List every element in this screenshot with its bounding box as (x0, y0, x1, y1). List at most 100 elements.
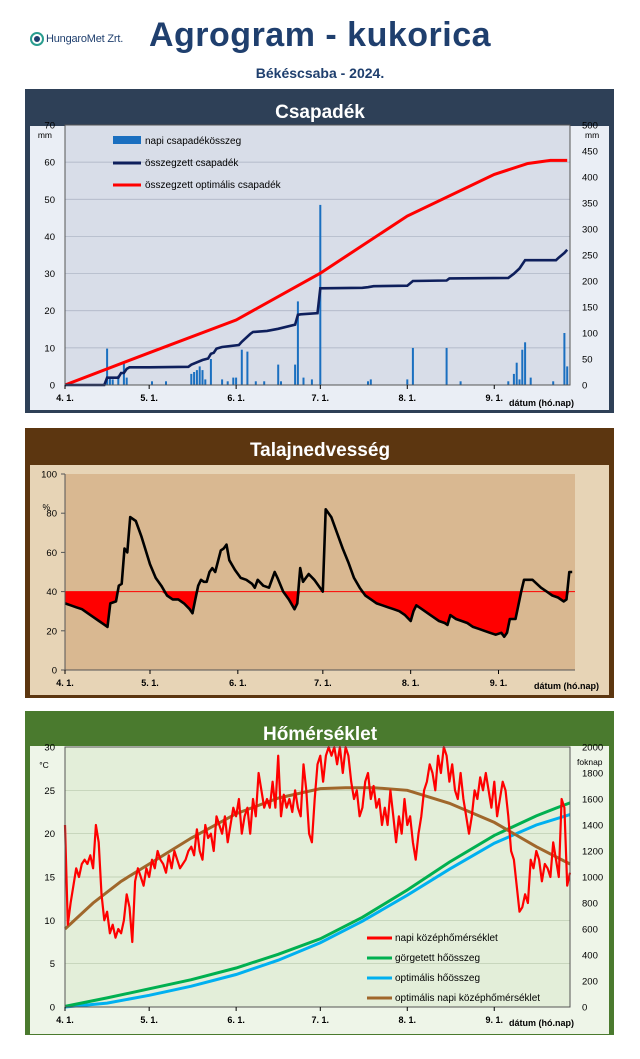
precip-daily-bar (310, 379, 313, 385)
precip-daily-bar (406, 379, 409, 385)
soil-title: Talajnedvesség (250, 440, 390, 461)
temp-ytick-right: 1600 (582, 795, 603, 806)
temp-ytick-right: 1200 (582, 847, 603, 858)
temp-xtick-label: 4. 1. (56, 1015, 74, 1025)
precip-daily-bar (367, 381, 369, 385)
logo-text: HungaroMet Zrt. (46, 33, 124, 45)
precip-plot-border (64, 124, 571, 386)
soil-ytick: 40 (46, 587, 57, 598)
temp-ytick-right: 1400 (582, 821, 603, 832)
precip-xtick-label: 6. 1. (227, 393, 245, 403)
precip-daily-bar (111, 379, 114, 385)
precip-daily-bar (302, 377, 305, 385)
soil-deficit-area (65, 591, 573, 637)
precip-daily-bar (263, 381, 266, 385)
precip-daily-bar (529, 377, 532, 385)
precip-daily-bar (296, 301, 299, 385)
legend-label-optimal-precip: összegzett optimális csapadék (145, 180, 282, 191)
temp-ytick-left: 15 (44, 873, 55, 884)
temp-ytick-right: 600 (582, 925, 598, 936)
precip-xtick-label: 4. 1. (56, 393, 74, 403)
soil-unit: % (42, 502, 50, 512)
precip-ytick-left: 30 (44, 269, 55, 280)
precip-daily-bar (165, 381, 167, 385)
precip-daily-bar (518, 379, 521, 385)
precip-daily-bar (445, 347, 448, 385)
temp-xtick-label: 6. 1. (227, 1015, 245, 1025)
precip-daily-bar (254, 381, 257, 385)
precip-daily-bar (246, 351, 249, 385)
precip-daily-bar (369, 379, 372, 385)
soil-ytick: 20 (46, 626, 57, 637)
temperature-chart: Hőmérséklet 0 5 10 15 20 25 30 0 200 400 600 800 100… (23, 709, 616, 1037)
precip-ytick-right: 450 (582, 147, 598, 158)
precip-daily-bar (232, 377, 235, 385)
precip-daily-bar (106, 348, 109, 385)
precip-ytick-right: 200 (582, 277, 598, 288)
logo-icon (30, 32, 44, 46)
precip-daily-bar (524, 342, 527, 385)
precip-plot-area (65, 125, 570, 385)
precip-xtick-label: 5. 1. (140, 393, 158, 403)
precip-ytick-left: 70 (44, 121, 55, 132)
temp-ytick-right: 0 (582, 1003, 587, 1014)
soil-xtick-label: 9. 1. (490, 678, 508, 688)
precip-ytick-left: 10 (44, 343, 55, 354)
precip-ytick-left: 40 (44, 232, 55, 243)
temp-ytick-right: 200 (582, 977, 598, 988)
precip-ytick-left: 0 (50, 381, 55, 392)
legend-label-rolling-heat: görgetett hőösszeg (395, 953, 480, 964)
legend-label-cumulative-precip: összegzett csapadék (145, 158, 239, 169)
precip-ytick-left: 50 (44, 195, 55, 206)
precip-daily-bar (240, 349, 243, 385)
soil-moisture-chart: Talajnedvesség 0 20 40 60 80 100 4. 1. 5. 1. 6. … (23, 426, 616, 700)
precip-daily-bar (459, 381, 462, 385)
temp-daily-mean-line (63, 745, 572, 944)
precip-daily-bar (198, 366, 201, 385)
hungaromet-logo: HungaroMet Zrt. (30, 28, 123, 50)
precip-title: Csapadék (275, 102, 365, 123)
precip-ytick-right: 100 (582, 329, 598, 340)
precip-daily-bar (512, 373, 515, 385)
precip-xtick-label: 8. 1. (399, 393, 417, 403)
legend-swatch-daily-precip (113, 136, 141, 144)
temp-right-unit: foknap (577, 757, 603, 767)
temp-optimal-heat-sum-line (64, 813, 571, 1009)
precip-daily-bar (411, 347, 414, 385)
soil-xtick-label: 6. 1. (229, 678, 247, 688)
precip-xtick-label: 7. 1. (312, 393, 330, 403)
precip-optimal-cumulative-line (64, 158, 568, 387)
temp-rolling-heat-sum-line (64, 801, 571, 1008)
temp-ytick-right: 1800 (582, 769, 603, 780)
precip-daily-bar (280, 381, 282, 385)
precip-ytick-right: 400 (582, 173, 598, 184)
temp-ytick-left: 5 (50, 959, 55, 970)
temp-ytick-left: 0 (50, 1003, 55, 1014)
soil-ytick: 80 (46, 509, 57, 520)
precip-right-unit: mm (585, 130, 599, 140)
precip-daily-bar (277, 364, 280, 385)
soil-ytick: 0 (52, 666, 57, 677)
precip-daily-bar (235, 377, 238, 385)
precip-daily-bar (108, 377, 111, 385)
temp-xlabel: dátum (hó.nap) (509, 1018, 574, 1028)
temp-title: Hőmérséklet (263, 724, 378, 745)
precip-daily-bar (294, 364, 297, 385)
temp-plot-border (64, 746, 571, 1008)
precip-daily-bar (204, 379, 207, 385)
precipitation-chart: Csapadék 0 10 20 30 40 50 60 70 0 50 100 150 200 250 3… (23, 87, 616, 415)
temp-ytick-right: 1000 (582, 873, 603, 884)
precip-legend: napi csapadékösszeg összegzett csapadék … (113, 136, 282, 191)
precip-left-unit: mm (38, 130, 52, 140)
precip-xlabel: dátum (hó.nap) (509, 398, 574, 408)
precip-daily-bar (195, 370, 198, 385)
precip-ytick-right: 300 (582, 225, 598, 236)
legend-label-optimal-heat: optimális hőösszeg (395, 973, 480, 984)
precip-daily-bar (566, 366, 569, 385)
temp-xtick-label: 9. 1. (485, 1015, 503, 1025)
precip-daily-bar (507, 381, 510, 385)
precip-ytick-right: 150 (582, 303, 598, 314)
temp-legend: napi középhőmérséklet görgetett hőösszeg… (367, 933, 540, 1004)
precip-daily-bar (552, 381, 555, 385)
precip-daily-bar (151, 381, 153, 385)
